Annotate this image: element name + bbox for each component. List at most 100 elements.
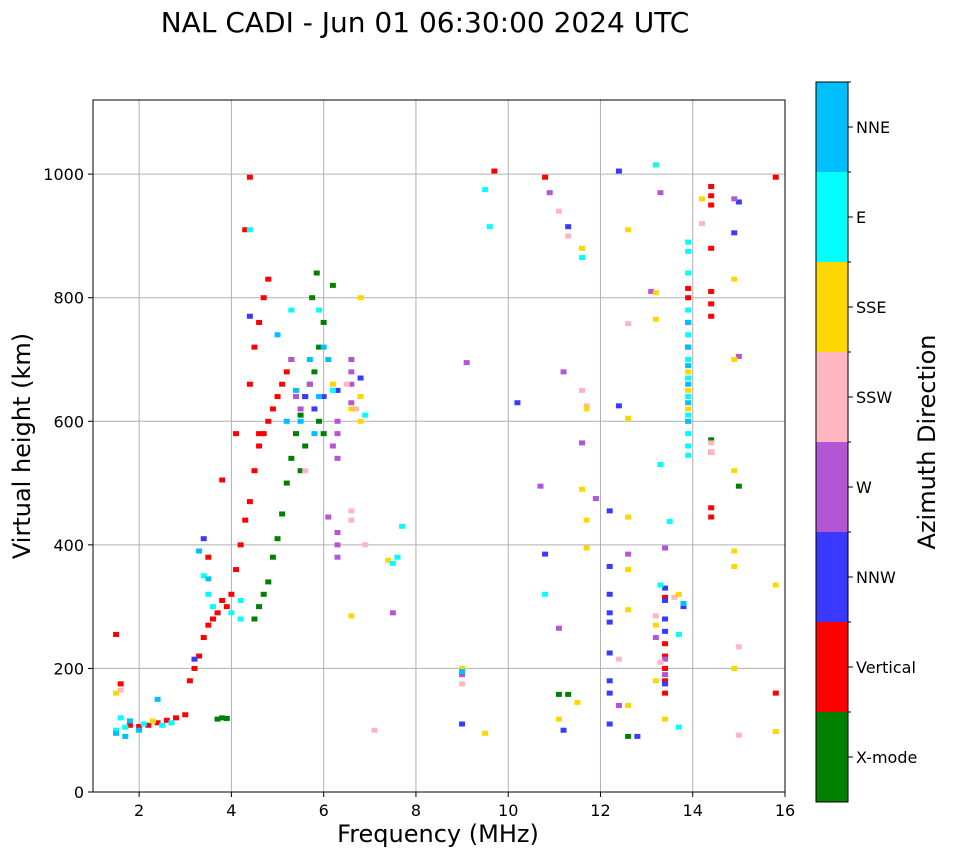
data-point — [302, 468, 309, 474]
data-point — [708, 245, 715, 251]
data-point — [246, 499, 253, 505]
data-point — [362, 412, 369, 418]
data-point — [671, 594, 678, 600]
colorbar-swatch — [816, 172, 848, 262]
data-point — [362, 542, 369, 548]
data-point — [615, 656, 622, 662]
data-point — [399, 523, 406, 529]
data-point — [394, 554, 401, 560]
data-point — [666, 518, 673, 524]
colorbar-swatch — [816, 442, 848, 532]
series-vertical — [113, 168, 779, 730]
data-point — [652, 622, 659, 628]
data-point — [140, 721, 147, 727]
data-point — [126, 718, 133, 724]
data-point — [191, 656, 198, 662]
series-nne — [113, 319, 692, 739]
data-point — [542, 174, 549, 180]
data-point — [652, 162, 659, 168]
data-point — [348, 613, 355, 619]
data-point — [283, 480, 290, 486]
data-point — [708, 202, 715, 208]
data-point — [348, 381, 355, 387]
data-point — [625, 703, 632, 708]
data-point — [491, 168, 498, 174]
data-point — [256, 443, 263, 449]
colorbar-tick-label: X-mode — [856, 748, 917, 767]
data-point — [311, 369, 318, 375]
data-point — [685, 357, 692, 362]
data-point — [662, 653, 669, 659]
colorbar-tick-label: NNW — [856, 568, 896, 587]
data-point — [560, 727, 567, 733]
data-point — [685, 248, 692, 254]
colorbar-tick-label: Vertical — [856, 658, 916, 677]
data-point — [708, 505, 715, 511]
y-tick-label: 200 — [53, 659, 84, 678]
data-point — [731, 468, 738, 474]
data-point — [256, 431, 263, 437]
data-point — [325, 357, 332, 362]
data-point — [514, 400, 521, 406]
colorbar-tick-label: SSW — [856, 388, 892, 407]
data-point — [320, 344, 327, 350]
data-point — [233, 567, 240, 573]
colorbar-swatch — [816, 712, 848, 802]
data-point — [214, 716, 221, 722]
data-point — [542, 551, 549, 557]
data-point — [685, 412, 692, 418]
data-point — [113, 631, 120, 637]
data-point — [560, 369, 567, 375]
data-point — [269, 406, 276, 412]
data-point — [320, 394, 327, 400]
data-point — [579, 245, 586, 251]
series-e — [113, 162, 692, 733]
data-point — [463, 360, 470, 366]
data-point — [334, 455, 341, 461]
data-point — [555, 208, 562, 214]
data-point — [708, 301, 715, 307]
data-point — [214, 610, 221, 616]
colorbar-swatch — [816, 352, 848, 442]
data-point — [302, 394, 309, 400]
data-point — [316, 418, 323, 424]
y-tick-label: 600 — [53, 412, 84, 431]
data-point — [219, 715, 226, 721]
data-point — [251, 468, 258, 474]
x-tick-label: 6 — [319, 801, 329, 820]
data-point — [708, 313, 715, 319]
x-axis: 2 4 6 8 10 12 14 16 — [134, 792, 795, 820]
data-point — [625, 227, 632, 233]
data-point — [459, 721, 466, 727]
data-point — [145, 722, 152, 728]
data-point — [256, 604, 263, 610]
data-point — [237, 597, 244, 603]
data-point — [486, 224, 493, 230]
data-point — [625, 567, 632, 573]
data-point — [122, 733, 129, 739]
data-point — [615, 403, 622, 409]
data-point — [583, 545, 590, 551]
data-point — [662, 690, 669, 696]
data-point — [606, 619, 613, 625]
data-point — [223, 715, 230, 721]
data-point — [168, 720, 175, 726]
grid — [93, 100, 786, 793]
data-point — [348, 508, 355, 514]
data-point — [292, 394, 299, 400]
data-point — [274, 394, 281, 400]
data-point — [685, 452, 692, 458]
data-point — [334, 530, 341, 535]
data-point — [288, 307, 295, 313]
data-point — [113, 690, 120, 696]
data-point — [685, 418, 692, 424]
data-point — [772, 582, 779, 588]
data-point — [735, 353, 742, 359]
data-point — [675, 591, 682, 597]
data-point — [652, 678, 659, 684]
data-point — [329, 381, 336, 387]
y-axis-label: Virtual height (km) — [8, 333, 36, 559]
data-point — [731, 230, 738, 236]
data-point — [652, 290, 659, 296]
data-point — [228, 610, 235, 616]
